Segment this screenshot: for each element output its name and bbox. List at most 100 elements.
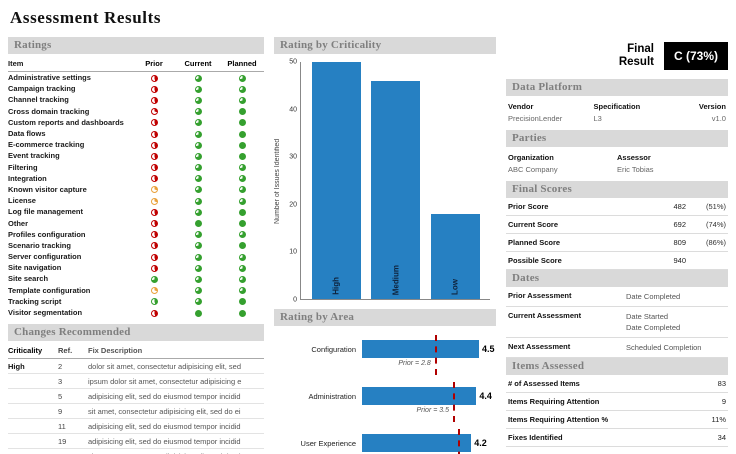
y-axis-tick-label: 40 [289, 106, 297, 114]
final-scores-section: Final Scores Prior Score 482 (51%) Current … [506, 181, 728, 270]
y-axis-tick-label: 50 [289, 58, 297, 66]
ratings-item-label: Administrative settings [8, 73, 91, 83]
rating-cell-current [176, 263, 220, 272]
prior-annotation: Prior = 3.5 [416, 407, 450, 414]
score-value: 692 [673, 220, 686, 229]
ratings-table-row: Other [8, 217, 264, 228]
changes-fix-description-cell: adipisicing elit, sed do eiusmod tempor … [88, 421, 241, 431]
date-row: Prior Assessment Date Completed [506, 287, 728, 307]
harvey-ball-icon [238, 264, 246, 272]
harvey-ball-icon [194, 186, 202, 194]
area-current-bar[interactable] [362, 340, 479, 358]
area-current-bar[interactable] [362, 387, 477, 405]
rating-cell-current [176, 230, 220, 239]
area-current-bar[interactable] [362, 434, 472, 452]
score-percent: (51%) [705, 202, 726, 211]
items-assessed-row: # of Assessed Items 83 [506, 375, 728, 393]
harvey-ball-icon [238, 287, 246, 295]
changes-ref-cell: 11 [58, 421, 66, 431]
rating-cell-current [176, 163, 220, 172]
parties-header: Parties [506, 130, 728, 147]
rating-cell-current [176, 73, 220, 82]
ratings-table-row: Cross domain tracking [8, 106, 264, 117]
harvey-ball-icon [150, 74, 158, 82]
harvey-ball-icon [194, 96, 202, 104]
y-axis-tick-label: 20 [289, 201, 297, 209]
bar-category-label: Medium [391, 264, 400, 295]
changes-fix-description-cell: sit amet, consectetur adipisicing elit, … [88, 406, 241, 416]
date-label: Current Assessment [508, 311, 582, 320]
harvey-ball-icon [238, 164, 246, 172]
rating-cell-planned [220, 196, 264, 205]
items-assessed-row: Fixes Identified 34 [506, 429, 728, 447]
dates-section: Dates Prior Assessment Date Completed Curr… [506, 270, 728, 358]
changes-ref-cell: 19 [58, 436, 67, 446]
harvey-ball-icon [238, 141, 246, 149]
ratings-item-label: Scenario tracking [8, 240, 71, 250]
ratings-panel: Ratings Item Prior Current Planned Admin… [8, 37, 264, 318]
page-title: Assessment Results [10, 8, 162, 27]
rating-cell-prior [132, 297, 176, 306]
harvey-ball-icon [194, 309, 202, 317]
date-row: Next Assessment Scheduled Completion [506, 338, 728, 358]
ratings-table-row: E-commerce tracking [8, 139, 264, 150]
ratings-table-row: Site search [8, 273, 264, 284]
rating-cell-planned [220, 207, 264, 216]
rating-cell-prior [132, 196, 176, 205]
harvey-ball-icon [194, 231, 202, 239]
y-axis-tick-label: 30 [289, 153, 297, 161]
score-percent: (86%) [705, 238, 726, 247]
area-section-header: Rating by Area [274, 309, 496, 326]
date-status: Scheduled Completion [626, 343, 702, 352]
criticality-bar-low[interactable]: Low [430, 213, 480, 299]
rating-cell-current [176, 252, 220, 261]
ratings-item-label: Known visitor capture [8, 184, 87, 194]
bar-category-label: Low [450, 279, 460, 295]
criticality-plot-area: High Medium Low [300, 62, 490, 300]
harvey-ball-icon [194, 175, 202, 183]
items-assessed-value: 9 [721, 397, 726, 406]
area-bar-line: User Experience 4.2 [274, 429, 492, 454]
ratings-table-row: Scenario tracking [8, 240, 264, 251]
rating-cell-current [176, 297, 220, 306]
harvey-ball-icon [150, 231, 158, 239]
final-scores-rows: Prior Score 482 (51%) Current Score 692 (74%)… [506, 198, 728, 270]
ratings-item-label: E-commerce tracking [8, 140, 85, 150]
harvey-ball-icon [238, 96, 246, 104]
rating-cell-current [176, 241, 220, 250]
harvey-ball-icon [150, 186, 158, 194]
harvey-ball-icon [194, 108, 202, 116]
harvey-ball-icon [150, 298, 158, 306]
harvey-ball-icon [150, 287, 158, 295]
changes-ref-cell: 3 [58, 376, 63, 386]
ratings-table-row: Integration [8, 173, 264, 184]
items-assessed-label: Fixes Identified [508, 433, 563, 442]
harvey-ball-icon [150, 119, 158, 127]
harvey-ball-icon [194, 197, 202, 205]
changes-criticality-cell: High [8, 361, 25, 371]
rating-cell-planned [220, 129, 264, 138]
harvey-ball-icon [150, 130, 158, 138]
harvey-ball-icon [238, 74, 246, 82]
changes-ref-cell: 9 [58, 406, 63, 416]
rating-cell-current [176, 185, 220, 194]
harvey-ball-icon [194, 85, 202, 93]
data-platform-label: Specification [593, 102, 641, 111]
area-annotation-line: Prior = 2.8 [362, 358, 492, 371]
harvey-ball-icon [150, 264, 158, 272]
ratings-table-row: Log file management [8, 206, 264, 217]
criticality-bar-high[interactable]: High [311, 62, 361, 299]
date-row: Current Assessment Date Started Date Compl… [506, 307, 728, 338]
criticality-bar-medium[interactable]: Medium [371, 80, 420, 299]
final-scores-header: Final Scores [506, 181, 728, 198]
dates-rows: Prior Assessment Date Completed Current As… [506, 287, 728, 358]
final-score-row: Possible Score 940 [506, 252, 728, 270]
area-category-label: Administration [308, 391, 356, 401]
changes-fix-description-cell: sit amet, consectetur adipisicing elit, … [88, 452, 264, 454]
rating-cell-planned [220, 219, 264, 228]
score-label: Prior Score [508, 202, 549, 211]
harvey-ball-icon [238, 119, 246, 127]
harvey-ball-icon [238, 231, 246, 239]
